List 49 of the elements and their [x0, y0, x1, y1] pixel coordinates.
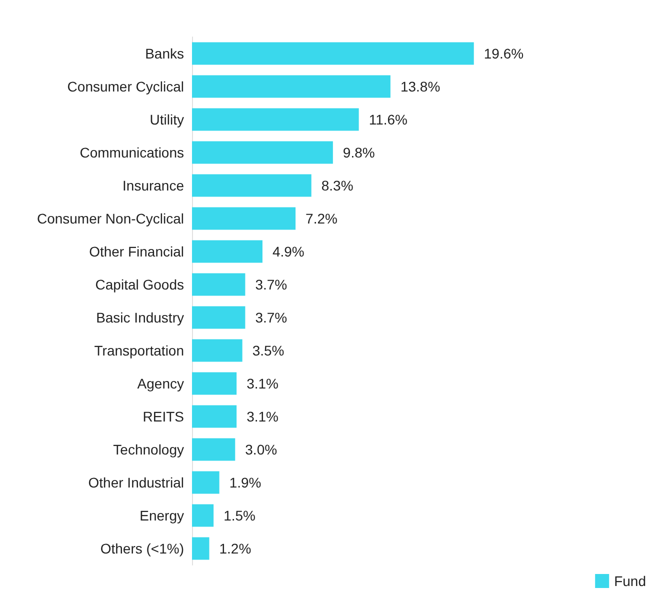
bar	[192, 339, 242, 362]
data-label: 9.8%	[342, 144, 375, 160]
data-label: 1.9%	[229, 474, 262, 490]
y-tick-label: Technology	[113, 442, 184, 458]
data-label: 7.2%	[306, 210, 338, 226]
y-tick-label: Basic Industry	[96, 310, 184, 326]
y-tick-label: Agency	[137, 376, 184, 392]
bar	[192, 141, 333, 164]
y-tick-label: Banks	[145, 46, 184, 62]
y-tick-label: Utility	[150, 112, 184, 128]
data-label: 3.5%	[252, 342, 284, 358]
data-label: 3.0%	[245, 442, 278, 458]
data-label: 1.2%	[219, 540, 252, 556]
data-label: 13.8%	[400, 78, 440, 94]
data-label: 3.1%	[246, 408, 279, 424]
bar	[192, 174, 312, 197]
y-tick-label: Communications	[80, 144, 184, 160]
y-tick-label: Capital Goods	[95, 276, 184, 292]
bar	[192, 438, 236, 461]
y-tick-label: Insurance	[122, 178, 184, 194]
bar	[192, 240, 262, 263]
data-label: 4.9%	[272, 244, 304, 260]
bar	[192, 471, 220, 494]
y-tick-label: REITS	[142, 408, 184, 424]
y-tick-label: Energy	[140, 508, 184, 524]
y-tick-label: Consumer Cyclical	[67, 78, 184, 94]
data-label: 1.5%	[224, 508, 256, 524]
y-tick-label: Transportation	[94, 342, 184, 358]
data-label: 8.3%	[321, 178, 354, 194]
legend-label: Fund	[614, 573, 646, 589]
y-tick-label: Others (<1%)	[100, 540, 184, 556]
bar	[192, 405, 237, 428]
y-tick-label: Consumer Non-Cyclical	[36, 210, 184, 226]
bar	[192, 537, 210, 560]
data-label: 3.7%	[255, 276, 288, 292]
bar	[192, 273, 246, 296]
data-label: 11.6%	[368, 112, 408, 128]
data-label: 19.6%	[484, 46, 524, 62]
bar	[192, 75, 390, 98]
bar	[192, 207, 296, 230]
data-label: 3.7%	[255, 310, 288, 326]
bar	[192, 504, 214, 527]
y-tick-label: Other Financial	[89, 244, 184, 260]
bar	[192, 108, 359, 131]
y-tick-label: Other Industrial	[88, 474, 184, 490]
bar	[192, 372, 237, 395]
bar	[192, 306, 246, 329]
bar	[192, 42, 474, 65]
data-label: 3.1%	[246, 376, 279, 392]
